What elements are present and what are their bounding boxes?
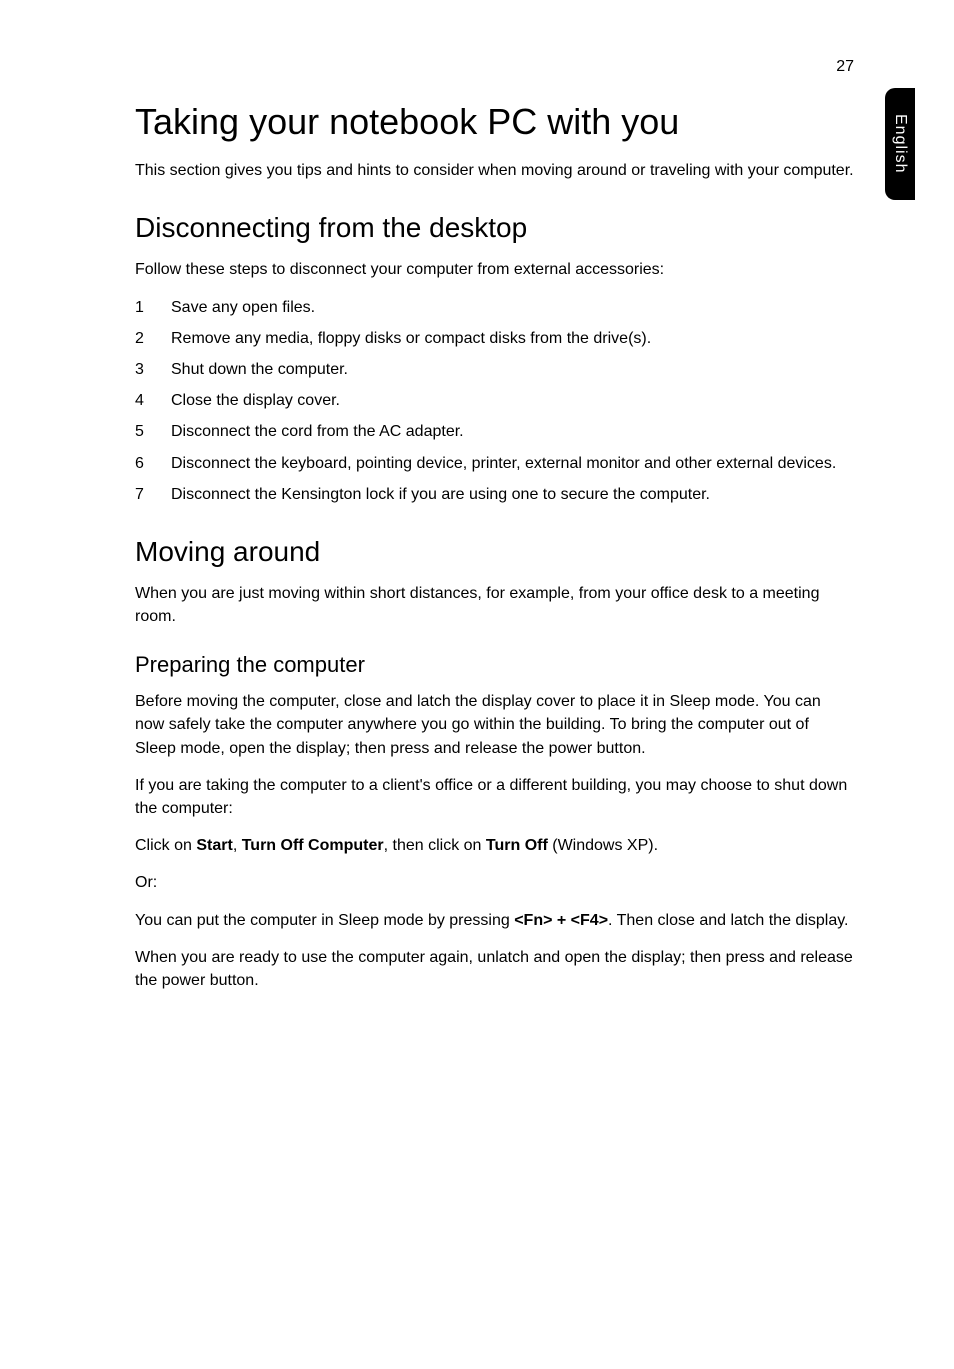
list-text: Close the display cover. [171, 389, 854, 412]
list-text: Disconnect the Kensington lock if you ar… [171, 483, 854, 506]
p5-post: . Then close and latch the display. [608, 912, 848, 929]
section1-paragraph: Follow these steps to disconnect your co… [135, 258, 854, 281]
language-tab-label: English [891, 114, 909, 173]
p3-mid1: , [233, 837, 242, 854]
list-item: 7 Disconnect the Kensington lock if you … [135, 483, 854, 506]
list-text: Save any open files. [171, 296, 854, 319]
subsection-heading-preparing: Preparing the computer [135, 652, 854, 678]
section-heading-moving: Moving around [135, 536, 854, 568]
p3-post: (Windows XP). [548, 837, 658, 854]
list-number: 1 [135, 296, 171, 319]
list-number: 7 [135, 483, 171, 506]
list-number: 3 [135, 358, 171, 381]
section-heading-disconnecting: Disconnecting from the desktop [135, 212, 854, 244]
list-number: 6 [135, 452, 171, 475]
preparing-p4: Or: [135, 871, 854, 894]
preparing-p2: If you are taking the computer to a clie… [135, 774, 854, 820]
p5-bold-keys: <Fn> + <F4> [514, 912, 608, 929]
disconnect-steps-list: 1 Save any open files. 2 Remove any medi… [135, 296, 854, 506]
list-text: Remove any media, floppy disks or compac… [171, 327, 854, 350]
list-item: 3 Shut down the computer. [135, 358, 854, 381]
p3-mid2: , then click on [384, 837, 486, 854]
p3-pre: Click on [135, 837, 196, 854]
list-number: 5 [135, 420, 171, 443]
list-number: 2 [135, 327, 171, 350]
list-item: 6 Disconnect the keyboard, pointing devi… [135, 452, 854, 475]
preparing-p5: You can put the computer in Sleep mode b… [135, 909, 854, 932]
page-number: 27 [836, 58, 854, 76]
language-tab: English [885, 88, 915, 200]
preparing-p1: Before moving the computer, close and la… [135, 690, 854, 760]
preparing-p3: Click on Start, Turn Off Computer, then … [135, 834, 854, 857]
list-number: 4 [135, 389, 171, 412]
section2-paragraph: When you are just moving within short di… [135, 582, 854, 628]
p3-bold-start: Start [196, 837, 232, 854]
list-item: 4 Close the display cover. [135, 389, 854, 412]
page-title: Taking your notebook PC with you [135, 100, 854, 143]
list-item: 2 Remove any media, floppy disks or comp… [135, 327, 854, 350]
p3-bold-turnoffcomputer: Turn Off Computer [242, 837, 384, 854]
p5-pre: You can put the computer in Sleep mode b… [135, 912, 514, 929]
list-text: Disconnect the keyboard, pointing device… [171, 452, 854, 475]
intro-paragraph: This section gives you tips and hints to… [135, 159, 854, 182]
list-text: Disconnect the cord from the AC adapter. [171, 420, 854, 443]
list-item: 1 Save any open files. [135, 296, 854, 319]
preparing-p6: When you are ready to use the computer a… [135, 946, 854, 992]
page-container: 27 English Taking your notebook PC with … [0, 0, 954, 1086]
list-item: 5 Disconnect the cord from the AC adapte… [135, 420, 854, 443]
list-text: Shut down the computer. [171, 358, 854, 381]
p3-bold-turnoff: Turn Off [486, 837, 548, 854]
